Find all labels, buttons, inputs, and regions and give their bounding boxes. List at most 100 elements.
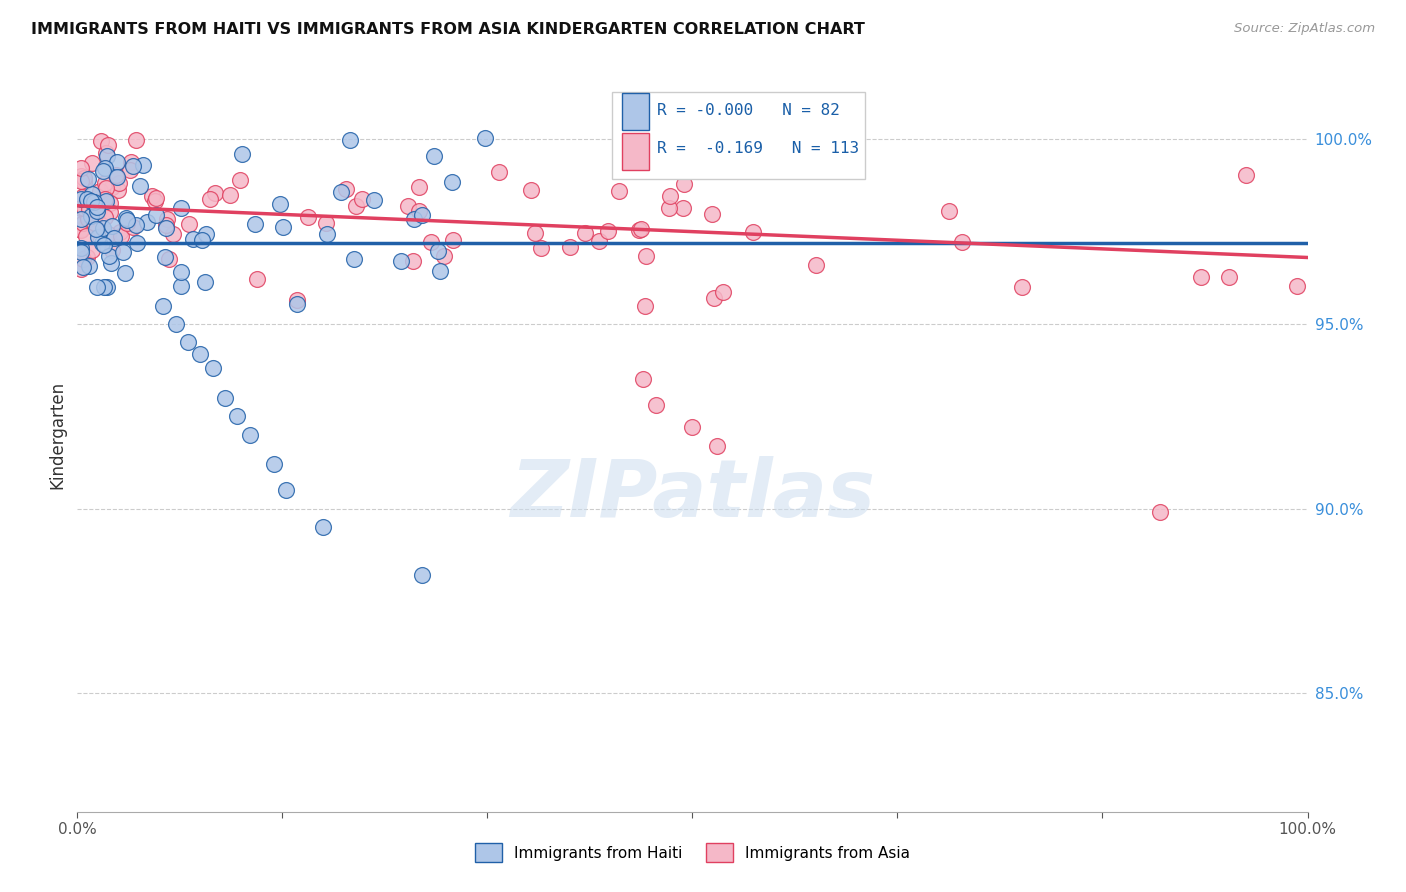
Point: [155, 221, 177, 235]
Point: [170, 278, 193, 293]
Point: [127, 236, 149, 251]
Point: [198, 192, 221, 206]
Point: [93, 237, 115, 252]
Point: [1189, 270, 1212, 285]
Point: [426, 244, 449, 259]
Point: [276, 483, 298, 498]
Point: [141, 188, 163, 202]
Point: [70, 192, 93, 206]
Point: [339, 133, 361, 147]
Point: [82, 156, 104, 170]
Point: [97, 227, 120, 241]
Point: [72, 260, 94, 274]
Point: [75, 229, 97, 244]
Point: [103, 231, 125, 245]
Point: [75, 200, 97, 214]
Point: [440, 175, 463, 189]
Point: [363, 193, 385, 207]
Point: [96, 194, 118, 208]
Point: [658, 202, 681, 216]
Point: [80, 210, 103, 224]
Point: [402, 211, 425, 226]
Point: [86, 280, 108, 294]
Point: [94, 192, 117, 206]
Point: [73, 201, 96, 215]
Point: [91, 164, 114, 178]
Point: [84, 221, 107, 235]
Text: R = -0.000   N = 82: R = -0.000 N = 82: [657, 103, 839, 119]
Point: [634, 249, 657, 263]
Point: [70, 174, 93, 188]
Point: [100, 180, 122, 194]
Point: [73, 175, 96, 189]
Point: [408, 179, 430, 194]
Point: [117, 212, 139, 227]
Point: [433, 249, 456, 263]
Point: [411, 208, 433, 222]
Point: [1234, 168, 1257, 182]
Point: [94, 211, 117, 225]
Point: [70, 202, 93, 216]
Point: [315, 216, 337, 230]
Point: [105, 155, 128, 169]
Point: [93, 280, 115, 294]
Point: [125, 218, 148, 232]
Point: [226, 409, 249, 424]
Point: [938, 203, 960, 218]
Point: [96, 149, 118, 163]
FancyBboxPatch shape: [613, 92, 865, 178]
Point: [316, 227, 339, 241]
Point: [129, 178, 152, 193]
Point: [80, 187, 103, 202]
Point: [389, 253, 412, 268]
Point: [229, 173, 252, 187]
Point: [100, 219, 122, 233]
Text: R =  -0.169   N = 113: R = -0.169 N = 113: [657, 141, 859, 156]
Point: [70, 161, 93, 176]
Point: [804, 258, 827, 272]
Point: [145, 191, 167, 205]
Point: [86, 201, 108, 215]
Text: Source: ZipAtlas.com: Source: ZipAtlas.com: [1234, 22, 1375, 36]
Point: [77, 259, 100, 273]
Point: [90, 134, 112, 148]
Point: [83, 211, 105, 225]
Point: [488, 165, 510, 179]
Point: [706, 439, 728, 453]
Point: [703, 291, 725, 305]
Point: [204, 186, 226, 200]
Point: [91, 221, 114, 235]
Point: [350, 192, 373, 206]
Point: [181, 232, 204, 246]
Point: [104, 169, 127, 183]
Point: [711, 285, 734, 299]
Point: [89, 184, 111, 198]
Point: [673, 177, 696, 191]
Point: [110, 229, 132, 244]
Point: [105, 169, 128, 184]
Point: [285, 293, 308, 308]
Point: [188, 346, 212, 360]
Point: [263, 458, 285, 472]
Point: [297, 210, 319, 224]
Point: [169, 265, 191, 279]
Point: [201, 361, 224, 376]
Point: [98, 196, 121, 211]
Point: [159, 252, 181, 267]
Point: [70, 241, 93, 255]
Point: [100, 243, 122, 257]
Point: [342, 252, 364, 266]
Point: [80, 194, 103, 209]
Point: [94, 161, 117, 175]
Point: [402, 253, 425, 268]
Point: [596, 224, 619, 238]
Point: [143, 194, 166, 209]
Point: [83, 216, 105, 230]
Point: [1149, 505, 1171, 519]
Point: [312, 520, 335, 534]
Point: [70, 190, 93, 204]
Point: [239, 427, 262, 442]
Point: [950, 235, 973, 249]
Point: [1011, 280, 1033, 294]
Point: [131, 158, 153, 172]
